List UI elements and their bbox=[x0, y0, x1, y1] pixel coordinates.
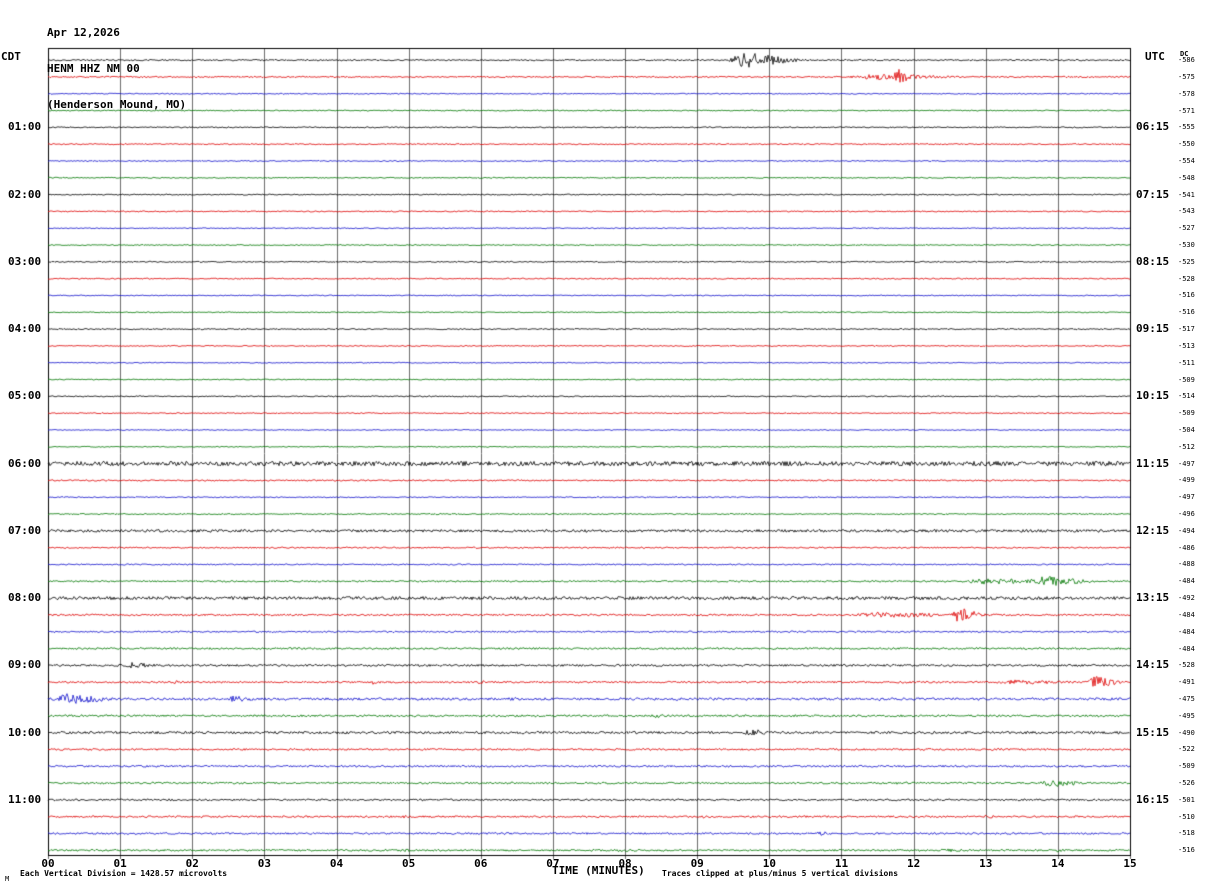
header-date: Apr 12,2026 bbox=[47, 26, 120, 39]
corner-mark: M bbox=[5, 875, 10, 883]
dc-offset-header: DC bbox=[1180, 50, 1189, 58]
left-timezone-label: CDT bbox=[1, 50, 21, 63]
right-timezone-label: UTC bbox=[1145, 50, 1165, 63]
header-station: HENM HHZ NM 00 bbox=[47, 62, 140, 75]
x-axis-title: TIME (MINUTES) bbox=[552, 864, 645, 877]
header-location: (Henderson Mound, MO) bbox=[47, 98, 187, 111]
footer-clip-note: Traces clipped at plus/minus 5 vertical … bbox=[662, 869, 899, 878]
footer-scale-note: Each Vertical Division = 1428.57 microvo… bbox=[20, 869, 228, 878]
header: Apr 12,2026 HENM HHZ NM 00 (Henderson Mo… bbox=[47, 3, 186, 135]
